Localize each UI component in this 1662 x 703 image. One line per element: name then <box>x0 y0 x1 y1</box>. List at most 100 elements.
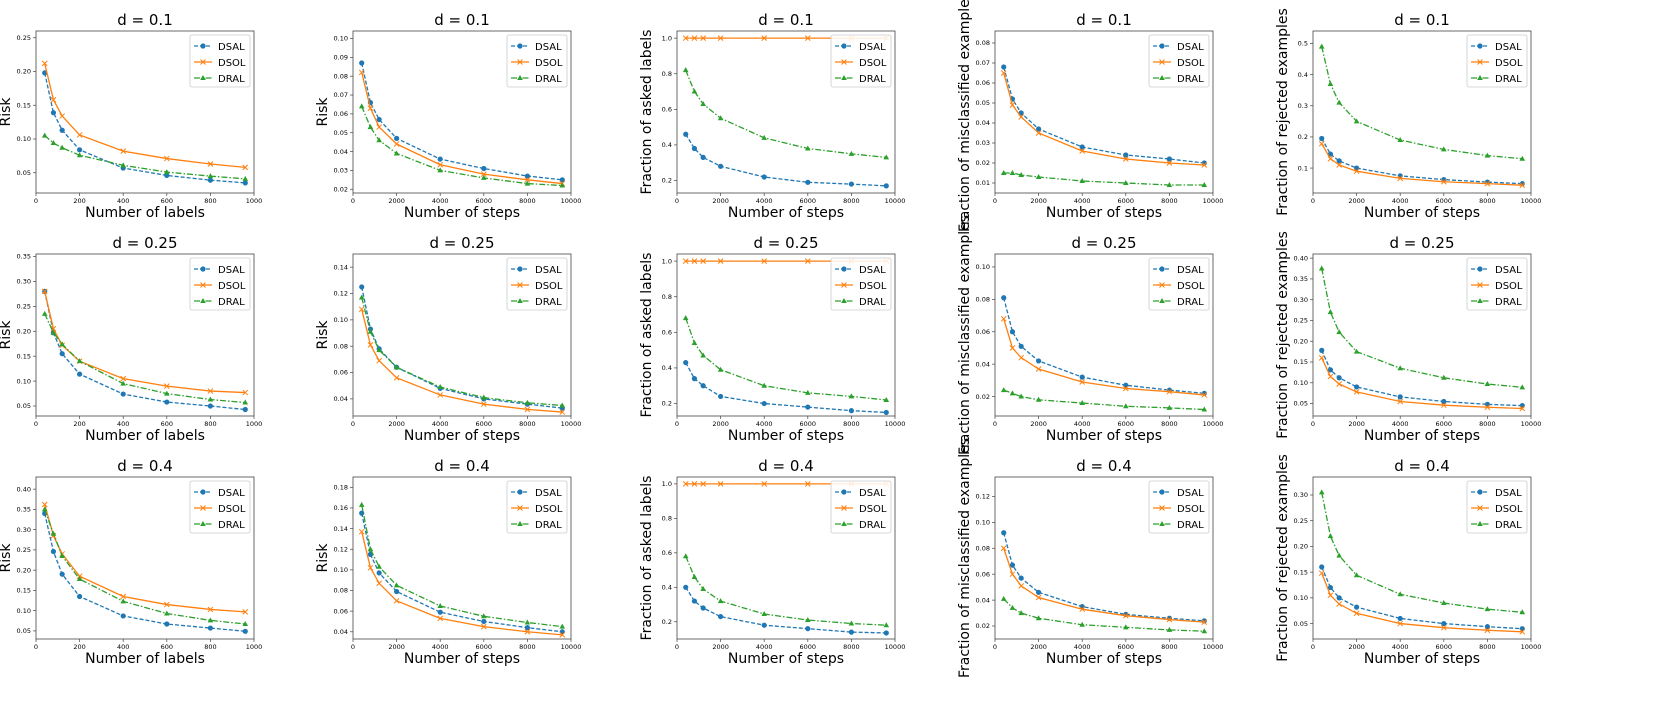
data-point-dsol <box>1484 180 1491 187</box>
data-point-dral <box>559 623 566 629</box>
data-point-dsal <box>1319 564 1325 570</box>
data-point-dsal <box>848 629 855 635</box>
data-point-dsol <box>59 113 66 119</box>
legend-box <box>506 480 568 534</box>
y-tick-label: 0.08 <box>334 342 348 350</box>
x-tick-label: 400 <box>117 643 129 651</box>
subplot-7: d = 0.25 0 2000 4000 6000 8000 10000 0.04 0.06 0.… <box>315 234 581 444</box>
data-point-dsol <box>1018 114 1025 120</box>
x-tick-label: 6000 <box>476 643 493 651</box>
y-tick-label: 0.05 <box>1294 400 1308 408</box>
x-tick-label: 0 <box>1311 420 1315 428</box>
legend-label: DRAL <box>1177 74 1204 85</box>
subplot-title: d = 0.1 <box>434 11 489 29</box>
data-point-dsol <box>1035 130 1042 136</box>
y-tick-label: 0.14 <box>334 263 348 271</box>
legend-box <box>506 34 568 88</box>
y-tick-label: 0.06 <box>334 110 348 118</box>
data-point-dral <box>1035 396 1042 402</box>
data-point-dsal <box>77 371 83 377</box>
data-point-dsal <box>1327 584 1334 591</box>
series-line-dsal <box>44 72 246 184</box>
data-point-dsol <box>376 124 383 130</box>
legend-label: DSAL <box>535 42 562 53</box>
y-tick-label: 0.25 <box>1294 517 1308 525</box>
data-point-dral <box>376 137 382 143</box>
series-line-dsol <box>1321 357 1523 410</box>
axes-frame <box>1312 30 1532 194</box>
y-axis-label: Fraction of misclassified examples <box>957 438 973 678</box>
data-point-dsol <box>76 132 83 138</box>
data-point-dsal <box>394 135 400 141</box>
data-point-dsal <box>207 177 213 183</box>
legend-box <box>1466 480 1528 534</box>
legend-label: DSOL <box>859 281 887 292</box>
legend: DSAL DSOL DRAL <box>830 34 892 88</box>
x-tick-label: 0 <box>675 197 679 205</box>
legend-label: DSOL <box>535 58 563 69</box>
data-point-dral <box>1336 329 1342 335</box>
data-point-dsol <box>1009 345 1016 351</box>
series-line-dral <box>1321 492 1523 613</box>
series-line-dsal <box>44 291 246 411</box>
axes-frame <box>35 476 255 640</box>
data-point-dsol <box>376 580 383 587</box>
data-point-dsol <box>1440 624 1447 631</box>
data-point-dsal <box>718 393 724 400</box>
data-point-dral <box>242 621 249 627</box>
data-point-dsol <box>804 481 811 487</box>
data-point-dral <box>41 506 48 512</box>
subplot-9: d = 0.25 0 2000 4000 6000 8000 10000 0.02 0.04 0.… <box>957 215 1223 455</box>
data-point-dsol <box>1336 601 1343 607</box>
legend-label: DRAL <box>218 520 245 531</box>
legend-marker-dral <box>1159 521 1165 526</box>
y-axis-label: Fraction of asked labels <box>639 476 655 641</box>
data-point-dral <box>207 617 214 623</box>
legend-marker-dral <box>517 521 523 526</box>
legend-label: DSOL <box>1177 504 1205 515</box>
data-point-dsal <box>207 625 213 631</box>
y-tick-label: 0.10 <box>976 263 990 271</box>
data-point-dsal <box>524 173 531 179</box>
data-point-dsol <box>691 481 698 487</box>
data-point-dsol <box>682 35 689 41</box>
data-point-dral <box>805 145 811 151</box>
legend-box <box>830 480 892 534</box>
y-tick-label: 0.12 <box>334 545 348 553</box>
data-point-dral <box>437 167 443 173</box>
data-point-dsol <box>437 615 444 622</box>
x-tick-label: 8000 <box>519 643 536 651</box>
y-tick-label: 0.12 <box>334 290 348 298</box>
legend-box <box>1148 34 1210 88</box>
x-tick-label: 2000 <box>1348 643 1365 651</box>
data-point-dral <box>682 315 689 321</box>
data-point-dral <box>59 341 65 347</box>
legend-marker-dsal <box>517 43 523 49</box>
data-point-dsal <box>883 630 889 636</box>
data-point-dral <box>358 103 365 109</box>
data-point-dral <box>1318 265 1325 271</box>
data-point-dsol <box>1166 616 1173 623</box>
data-point-dral <box>1201 406 1208 412</box>
subplot-title: d = 0.4 <box>758 457 813 475</box>
data-point-dsol <box>207 161 214 167</box>
data-point-dsol <box>163 155 170 162</box>
y-tick-label: 0.07 <box>334 91 348 99</box>
data-point-dsol <box>1018 583 1025 589</box>
data-point-dsol <box>50 96 57 103</box>
data-point-dsol <box>524 628 531 635</box>
x-axis-label: Number of steps <box>1364 205 1480 221</box>
data-point-dral <box>207 396 214 402</box>
series-line-dsal <box>1321 350 1523 407</box>
legend: DSAL DSOL DRAL <box>506 257 568 311</box>
data-point-dsol <box>437 392 444 398</box>
data-point-dral <box>50 140 57 146</box>
legend-marker-dsal <box>517 489 523 495</box>
y-tick-label: 1.0 <box>662 257 672 265</box>
data-point-dsol <box>1009 571 1016 578</box>
data-point-dsol <box>367 105 374 112</box>
y-tick-label: 0.8 <box>662 70 672 78</box>
x-tick-label: 8000 <box>1161 197 1178 205</box>
y-tick-label: 0.04 <box>976 360 990 368</box>
data-point-dral <box>1484 606 1491 612</box>
